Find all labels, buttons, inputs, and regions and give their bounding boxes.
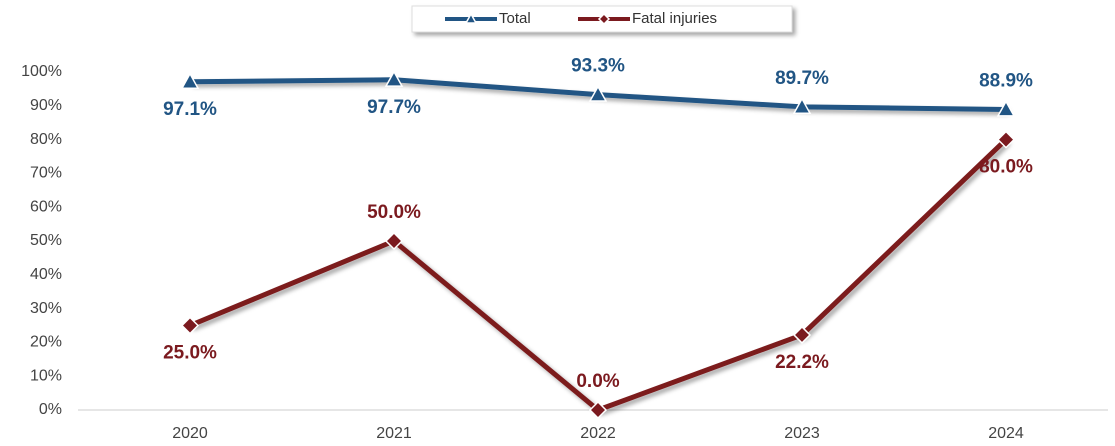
data-label: 97.1%	[163, 99, 217, 120]
data-label: 22.2%	[775, 352, 829, 373]
x-tick-label: 2023	[784, 425, 820, 442]
x-tick-label: 2024	[988, 425, 1024, 442]
data-label: 50.0%	[367, 202, 421, 223]
x-tick-label: 2020	[172, 425, 208, 442]
data-label: 80.0%	[979, 157, 1033, 178]
y-tick-label: 100%	[21, 63, 62, 80]
series-line	[189, 137, 1008, 413]
data-point	[792, 97, 812, 114]
y-tick-label: 80%	[30, 131, 62, 148]
data-point	[792, 325, 812, 345]
data-point	[588, 85, 608, 102]
y-tick-label: 40%	[30, 266, 62, 283]
y-tick-label: 90%	[30, 97, 62, 114]
data-point	[384, 231, 404, 251]
data-label: 25.0%	[163, 343, 217, 364]
y-tick-label: 0%	[39, 401, 62, 418]
y-tick-label: 30%	[30, 300, 62, 317]
data-point	[180, 72, 200, 89]
legend-marker	[464, 12, 478, 24]
legend-label: Fatal injuries	[632, 10, 717, 27]
y-tick-label: 10%	[30, 367, 62, 384]
x-tick-label: 2022	[580, 425, 616, 442]
legend-label: Total	[499, 10, 531, 27]
y-tick-label: 60%	[30, 198, 62, 215]
data-point	[996, 130, 1016, 149]
data-point	[384, 70, 404, 87]
data-label: 93.3%	[571, 56, 625, 77]
y-tick-label: 20%	[30, 334, 62, 351]
data-label: 97.7%	[367, 97, 421, 118]
data-label: 89.7%	[775, 68, 829, 89]
data-point	[588, 400, 608, 420]
data-label: 0.0%	[576, 371, 619, 392]
x-tick-label: 2021	[376, 425, 412, 442]
y-tick-label: 70%	[30, 165, 62, 182]
data-point	[180, 316, 200, 335]
data-point	[996, 99, 1016, 117]
y-tick-label: 50%	[30, 232, 62, 249]
data-label: 88.9%	[979, 71, 1033, 92]
legend-marker	[597, 12, 611, 26]
